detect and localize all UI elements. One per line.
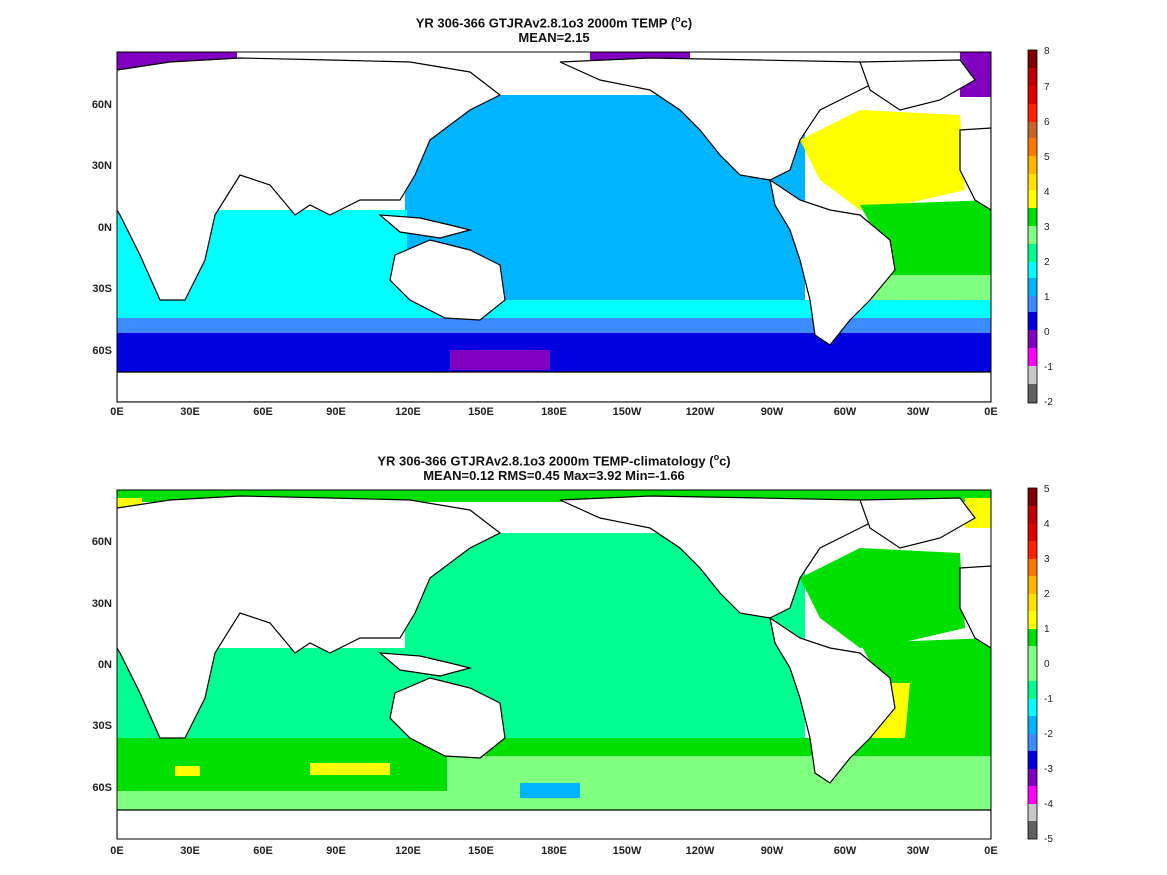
panel2-cb-tick: -5 [1044, 834, 1053, 845]
panel2-cb-tick: 0 [1044, 659, 1050, 670]
panel2-xtick: 120W [686, 845, 715, 857]
panel2-cb-tick: 2 [1044, 589, 1050, 600]
panel1-cb-tick: 3 [1044, 222, 1050, 233]
panel2-ytick: 30N [92, 598, 112, 610]
panel1-xtick: 150W [613, 406, 642, 418]
panel2-xtick: 90W [761, 845, 784, 857]
panel1-ytick: 30S [92, 283, 112, 295]
panel1-antarctic [117, 333, 991, 373]
panel2-ytick: 60N [92, 536, 112, 548]
panel2-xtick: 30E [180, 845, 200, 857]
panel1-xtick: 120W [686, 406, 715, 418]
panel1-southern-band2 [117, 318, 991, 336]
panel2-atlantic-north [800, 548, 965, 648]
panel1-cb-tick: 7 [1044, 82, 1050, 93]
panel1-colorbar: 8 7 6 5 4 3 2 1 0 -1 -2 [1027, 46, 1053, 408]
panel2-xtick: 60W [834, 845, 857, 857]
panel2-southern-green [117, 756, 447, 791]
panel1-cb-tick: 6 [1044, 117, 1050, 128]
panel1-ytick: 60N [92, 99, 112, 111]
panel1-xtick: 30W [907, 406, 930, 418]
panel2-x-ticks: 0E 30E 60E 90E 120E 150E 180E 150W 120W … [110, 845, 997, 857]
panel2-southern-yellow1 [310, 763, 390, 775]
panel1-cb-tick: 1 [1044, 292, 1050, 303]
panel2-xtick: 120E [395, 845, 421, 857]
panel2-xtick: 30W [907, 845, 930, 857]
panel2-xtick: 150E [468, 845, 494, 857]
panel1-cb-tick: -2 [1044, 397, 1053, 408]
panel1-xtick: 120E [395, 406, 421, 418]
panel2-y-ticks: 60N 30N 0N 30S 60S [92, 536, 112, 794]
panel2-southern-yellow2 [175, 766, 200, 776]
panel2-xtick: 180E [541, 845, 567, 857]
panel1-atlantic-north [800, 110, 965, 210]
panel2-subtitle: MEAN=0.12 RMS=0.45 Max=3.92 Min=-1.66 [423, 468, 685, 483]
panel1-y-ticks: 60N 30N 0N 30S 60S [92, 99, 112, 357]
panel2-cb-tick: 5 [1044, 484, 1050, 495]
panel1-cb-tick: 0 [1044, 327, 1050, 338]
panel1-xtick: 180E [541, 406, 567, 418]
panel2-cb-tick: -1 [1044, 694, 1053, 705]
panel1-xtick: 0E [110, 406, 123, 418]
panel2-cb-tick: -2 [1044, 729, 1053, 740]
panel1-cb-tick: 2 [1044, 257, 1050, 268]
panel2-xtick: 0E [110, 845, 123, 857]
panel2-xtick: 150W [613, 845, 642, 857]
panel1-xtick: 0E [984, 406, 997, 418]
panel1-x-ticks: 0E 30E 60E 90E 120E 150E 180E 150W 120W … [110, 406, 997, 418]
panel1-cb-tick: 4 [1044, 187, 1050, 198]
panel2-southern-blue [520, 783, 580, 798]
panel2-southern-band1 [117, 738, 991, 758]
panel1-xtick: 60E [253, 406, 273, 418]
panel2-xtick: 0E [984, 845, 997, 857]
panel2-title: YR 306-366 GTJRAv2.8.1o3 2000m TEMP-clim… [377, 452, 731, 469]
panel2-cb-tick: 1 [1044, 624, 1050, 635]
panel1-ytick: 0N [98, 222, 112, 234]
panel1-map [117, 52, 991, 402]
panel1-xtick: 60W [834, 406, 857, 418]
panel2-colorbar: 5 4 3 2 1 0 -1 -2 -3 -4 -5 [1027, 484, 1053, 845]
panel1-xtick: 90W [761, 406, 784, 418]
panel1-cb-tick: -1 [1044, 362, 1053, 373]
panel1-title: YR 306-366 GTJRAv2.8.1o3 2000m TEMP (oc) [415, 14, 693, 31]
panel1-ytick: 60S [92, 345, 112, 357]
panel1-xtick: 30E [180, 406, 200, 418]
panel2-cb-tick: -4 [1044, 799, 1053, 810]
panel2-xtick: 90E [326, 845, 346, 857]
panel1-subtitle: MEAN=2.15 [518, 30, 590, 45]
panel2-xtick: 60E [253, 845, 273, 857]
panel2-cb-tick: -3 [1044, 764, 1053, 775]
panel2-cb-tick: 4 [1044, 519, 1050, 530]
panel2-cb-tick: 3 [1044, 554, 1050, 565]
panel1-cb-tick: 5 [1044, 152, 1050, 163]
panel1-ytick: 30N [92, 160, 112, 172]
panel1-cb-tick: 8 [1044, 46, 1050, 57]
panel1-xtick: 150E [468, 406, 494, 418]
panel1-xtick: 90E [326, 406, 346, 418]
panel2-ytick: 30S [92, 720, 112, 732]
panel1-southern-band1 [117, 300, 991, 320]
panel2-ytick: 0N [98, 659, 112, 671]
panel2-ytick: 60S [92, 782, 112, 794]
panel2-map [117, 490, 991, 839]
panel1-antarctic-purple [450, 350, 550, 370]
